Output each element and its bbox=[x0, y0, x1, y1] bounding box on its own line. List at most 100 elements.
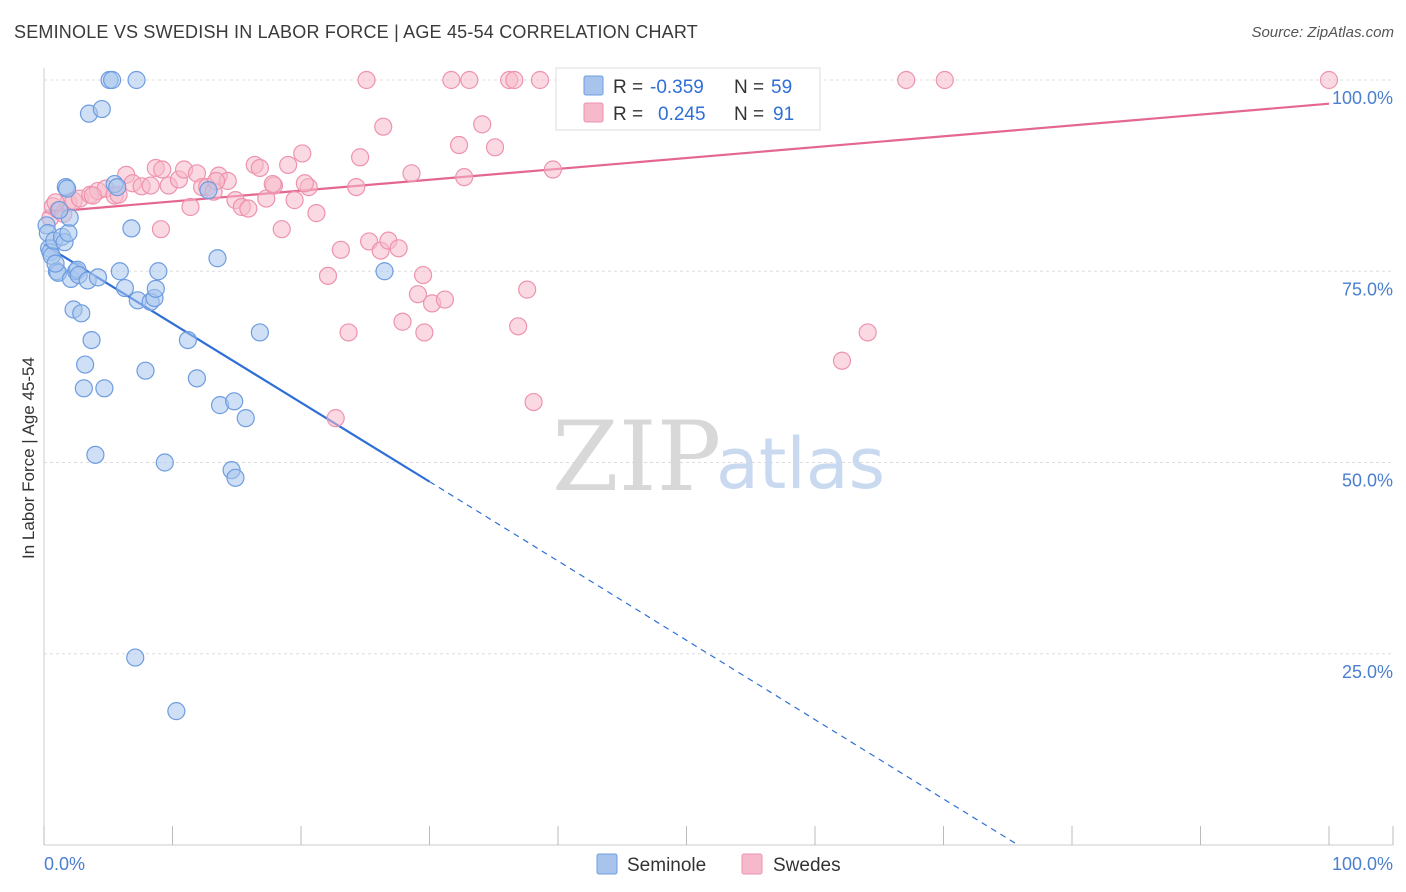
y-tick-label-50: 50.0% bbox=[1342, 471, 1393, 491]
point-swedes bbox=[331, 240, 350, 259]
scatter-points bbox=[37, 70, 1339, 721]
point-swedes bbox=[263, 174, 282, 194]
point-swedes bbox=[449, 135, 469, 155]
point-seminole bbox=[250, 323, 269, 342]
point-swedes bbox=[295, 174, 314, 193]
point-seminole bbox=[136, 361, 155, 380]
point-seminole bbox=[127, 70, 146, 90]
point-swedes bbox=[151, 220, 171, 239]
point-seminole bbox=[375, 262, 394, 281]
legend-r-value-seminole: -0.359 bbox=[650, 77, 704, 98]
bottom-legend-label-seminole: Seminole bbox=[627, 855, 706, 876]
point-swedes bbox=[318, 266, 338, 285]
point-swedes bbox=[347, 178, 366, 197]
x-tick-labels: 0.0% 100.0% bbox=[44, 854, 1393, 874]
point-swedes bbox=[239, 199, 258, 218]
point-swedes bbox=[402, 164, 421, 183]
bottom-legend-label-swedes: Swedes bbox=[773, 855, 841, 876]
point-seminole bbox=[236, 409, 255, 428]
point-seminole bbox=[58, 179, 77, 198]
point-swedes bbox=[389, 239, 408, 258]
point-seminole bbox=[74, 379, 93, 398]
y-tick-labels: 25.0% 50.0% 75.0% 100.0% bbox=[1332, 88, 1393, 682]
point-swedes bbox=[455, 168, 474, 187]
point-swedes bbox=[293, 144, 312, 163]
point-seminole bbox=[208, 249, 227, 268]
legend-r-value-swedes: 0.245 bbox=[658, 104, 706, 125]
legend-n-value-seminole: 59 bbox=[771, 77, 792, 98]
legend-n-value-swedes: 91 bbox=[773, 104, 794, 125]
point-swedes bbox=[374, 117, 393, 136]
point-seminole bbox=[178, 331, 198, 350]
point-swedes bbox=[509, 317, 528, 336]
legend-r-label-seminole: R = bbox=[613, 77, 643, 98]
point-seminole bbox=[46, 254, 65, 273]
point-seminole bbox=[126, 648, 145, 667]
point-swedes bbox=[279, 155, 298, 175]
point-seminole bbox=[115, 278, 135, 298]
point-swedes bbox=[543, 160, 562, 179]
point-swedes bbox=[339, 323, 358, 342]
point-swedes bbox=[141, 176, 160, 195]
point-seminole bbox=[146, 279, 165, 298]
point-swedes bbox=[524, 392, 543, 412]
point-swedes bbox=[897, 70, 916, 90]
legend-swatch-swedes bbox=[583, 102, 604, 123]
bottom-legend-swatch-swedes bbox=[741, 853, 763, 875]
point-swedes bbox=[485, 138, 505, 157]
chart-title: SEMINOLE VS SWEDISH IN LABOR FORCE | AGE… bbox=[14, 22, 698, 42]
point-swedes bbox=[442, 70, 461, 90]
point-seminole bbox=[199, 181, 218, 200]
point-swedes bbox=[83, 186, 102, 205]
point-swedes bbox=[393, 312, 412, 331]
point-seminole bbox=[149, 262, 168, 281]
point-seminole bbox=[72, 304, 91, 323]
point-seminole bbox=[88, 268, 108, 287]
trendline-seminole bbox=[43, 243, 431, 483]
point-seminole bbox=[122, 219, 141, 238]
point-swedes bbox=[435, 290, 455, 309]
point-swedes bbox=[518, 280, 537, 299]
legend-n-label-seminole: N = bbox=[734, 77, 764, 98]
point-seminole bbox=[103, 70, 122, 90]
point-swedes bbox=[413, 265, 433, 285]
legend-r-label-swedes: R = bbox=[613, 104, 643, 125]
grid-lines bbox=[44, 79, 1393, 655]
point-swedes bbox=[460, 70, 479, 90]
point-seminole bbox=[95, 379, 114, 398]
point-seminole bbox=[50, 200, 69, 220]
x-tick-label-min: 0.0% bbox=[44, 854, 85, 874]
trend-lines bbox=[43, 102, 1330, 846]
watermark: ZIP atlas bbox=[552, 401, 885, 513]
series-legend: Seminole Swedes bbox=[596, 853, 841, 876]
y-tick-label-100: 100.0% bbox=[1332, 88, 1393, 108]
legend-n-label-swedes: N = bbox=[734, 104, 764, 125]
point-seminole bbox=[82, 331, 101, 350]
point-seminole bbox=[226, 468, 245, 487]
point-swedes bbox=[326, 409, 345, 428]
point-seminole bbox=[187, 369, 207, 388]
watermark-atlas: atlas bbox=[716, 423, 885, 505]
stats-legend: R = -0.359 N = 59 R = 0.245 N = 91 bbox=[555, 67, 821, 131]
point-swedes bbox=[473, 115, 492, 134]
trendline-seminole-extension bbox=[429, 481, 1019, 846]
watermark-zip: ZIP bbox=[552, 401, 721, 513]
point-swedes bbox=[250, 158, 269, 178]
bottom-legend-swatch-seminole bbox=[596, 853, 618, 875]
point-seminole bbox=[92, 99, 111, 119]
point-swedes bbox=[153, 160, 172, 179]
point-swedes bbox=[181, 197, 200, 217]
y-tick-label-25: 25.0% bbox=[1342, 662, 1393, 682]
point-swedes bbox=[505, 70, 524, 90]
point-seminole bbox=[155, 453, 174, 472]
point-swedes bbox=[408, 285, 428, 304]
trendline-swedes bbox=[43, 102, 1330, 214]
point-swedes bbox=[357, 70, 376, 90]
point-swedes bbox=[858, 323, 877, 342]
point-seminole bbox=[108, 178, 127, 197]
point-swedes bbox=[832, 351, 852, 370]
point-seminole bbox=[86, 445, 105, 464]
point-swedes bbox=[285, 191, 304, 210]
point-seminole bbox=[59, 223, 78, 243]
